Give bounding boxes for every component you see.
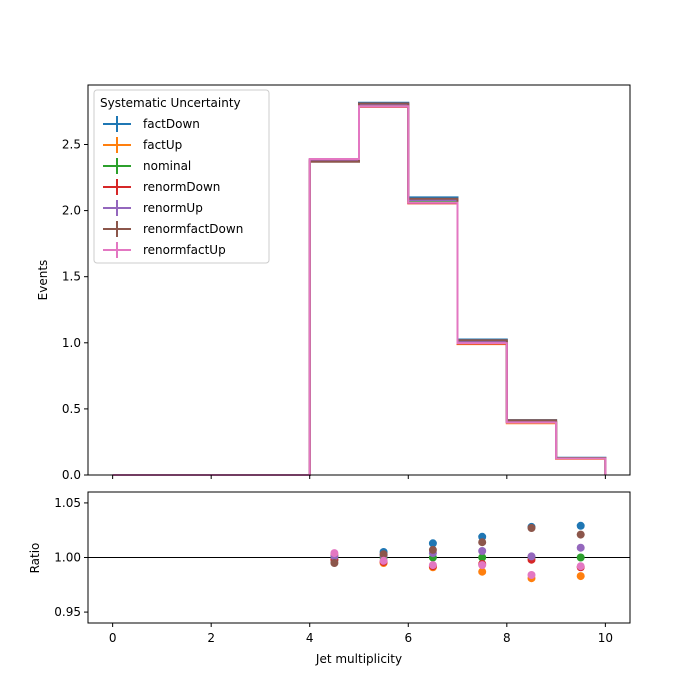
main-y-tick-label: 1.5	[62, 270, 81, 284]
ratio-point-factDown	[576, 521, 585, 530]
legend-label: factUp	[143, 138, 182, 152]
x-axis-label: Jet multiplicity	[315, 652, 402, 666]
ratio-point-renormfactUp	[576, 562, 585, 571]
legend-entry-renormUp: renormUp	[103, 200, 203, 216]
legend-box	[93, 89, 270, 264]
ratio-points	[330, 521, 585, 583]
ratio-point-renormfactUp	[428, 561, 437, 570]
legend-label: renormDown	[143, 180, 220, 194]
ratio-point-renormfactUp	[478, 561, 487, 570]
ratio-y-tick-label: 1.05	[54, 496, 81, 510]
x-tick-label: 8	[503, 631, 511, 645]
legend-entry-factUp: factUp	[103, 137, 182, 153]
ratio-point-renormUp	[527, 552, 536, 561]
x-tick-label: 10	[598, 631, 613, 645]
legend-label: renormfactDown	[143, 222, 243, 236]
ratio-panel: 0 2 4 6 8 10 0.95 1.00 1.05 Ratio Jet multiplic…	[28, 491, 631, 666]
ratio-point-renormfactDown	[527, 524, 536, 532]
main-x-ticks	[112, 475, 606, 479]
legend-entry-nominal: nominal	[103, 158, 191, 174]
ratio-point-renormfactDown	[379, 550, 388, 559]
x-tick-label: 2	[207, 631, 215, 645]
ratio-x-ticks: 0 2 4 6 8 10	[109, 623, 613, 645]
legend-title: Systematic Uncertainty	[100, 96, 241, 110]
ratio-point-factDown	[428, 539, 437, 548]
ratio-point-renormUp	[576, 543, 585, 552]
ratio-y-tick-label: 0.95	[54, 605, 81, 619]
ratio-point-renormfactDown	[330, 559, 339, 567]
x-tick-label: 4	[306, 631, 314, 645]
ratio-point-renormfactDown	[576, 530, 585, 539]
x-tick-label: 6	[404, 631, 412, 645]
ratio-point-factUp	[478, 567, 487, 576]
main-y-axis-label: Events	[36, 260, 50, 301]
legend-label: factDown	[143, 117, 200, 131]
ratio-point-renormfactUp	[330, 549, 339, 558]
legend-entry-factDown: factDown	[103, 116, 200, 132]
ratio-point-renormfactUp	[527, 571, 536, 579]
main-y-tick-label: 0.5	[62, 402, 81, 416]
main-panel: 0.0 0.5 1.0 1.5 2.0 2.5 Events Systematic Unc…	[36, 84, 631, 482]
legend-label: nominal	[143, 159, 191, 173]
legend-entry-renormfactDown: renormfactDown	[103, 221, 243, 237]
legend-label: renormfactUp	[143, 243, 226, 257]
main-y-ticks: 0.0 0.5 1.0 1.5 2.0 2.5	[62, 137, 88, 482]
legend-entry-renormfactUp: renormfactUp	[103, 242, 226, 258]
x-tick-label: 0	[109, 631, 117, 645]
ratio-y-ticks: 0.95 1.00 1.05	[54, 496, 88, 619]
main-axes-frame	[87, 84, 631, 476]
main-y-tick-label: 1.0	[62, 336, 81, 350]
main-y-tick-label: 0.0	[62, 468, 81, 482]
ratio-point-factUp	[576, 572, 585, 581]
ratio-point-renormfactDown	[478, 538, 487, 547]
ratio-y-axis-label: Ratio	[28, 543, 42, 574]
ratio-point-renormfactUp	[379, 556, 388, 565]
ratio-point-nominal	[576, 553, 585, 562]
legend-label: renormUp	[143, 201, 203, 215]
ratio-y-tick-label: 1.00	[54, 551, 81, 565]
legend-entry-renormDown: renormDown	[103, 179, 220, 195]
ratio-point-renormfactDown	[428, 545, 437, 554]
main-y-tick-label: 2.5	[62, 137, 81, 151]
ratio-point-renormUp	[478, 547, 487, 555]
legend: Systematic Uncertainty factDown factUp nom…	[93, 89, 270, 264]
legend-entries: factDown factUp nominal renormDown renormUp r…	[103, 116, 243, 258]
main-y-tick-label: 2.0	[62, 204, 81, 218]
ratio-point-nominal	[478, 553, 487, 562]
